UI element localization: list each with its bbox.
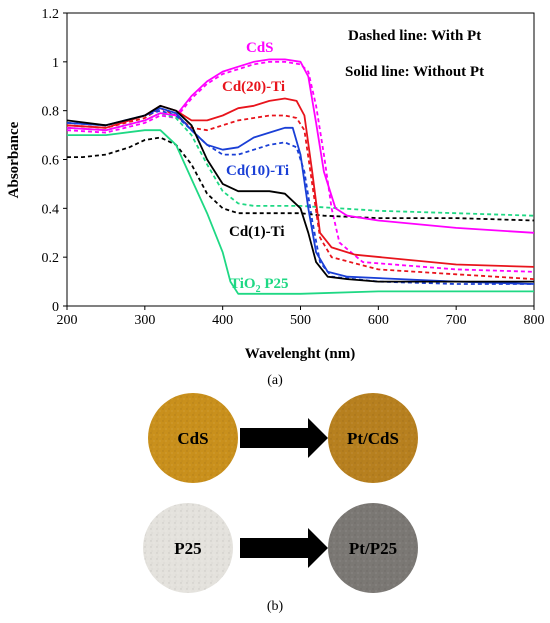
x-tick-label: 600 (368, 313, 389, 328)
x-tick-label: 700 (446, 313, 467, 328)
y-axis-title: Absorbance (6, 121, 22, 198)
sample-label-pt-p25: Pt/P25 (349, 539, 397, 558)
y-tick-label: 1 (52, 56, 59, 71)
label-cd20: Cd(20)-Ti (222, 79, 285, 95)
x-tick-label: 200 (57, 313, 78, 328)
panel-a-label: (a) (267, 373, 283, 388)
x-axis-title: Wavelenght (nm) (245, 346, 355, 362)
series-line-series-dashed (66, 109, 534, 285)
series-line-series-dashed (67, 136, 535, 222)
label-cd10: Cd(10)-Ti (226, 163, 289, 179)
sample-pt-cds: Pt/CdS (328, 393, 418, 483)
sample-texture (143, 503, 233, 593)
sample-texture (148, 393, 238, 483)
axes: 200 300 400 500 600 700 800 0 0.2 0.4 0.6 0.8 1 1.2 (42, 7, 545, 328)
arrow-icon (240, 418, 328, 458)
series-line-series-dashed (66, 60, 535, 273)
x-tick-label: 300 (134, 313, 155, 328)
x-tick-label: 400 (212, 313, 233, 328)
sample-pt-p25: Pt/P25 (328, 503, 418, 593)
y-tick-label: 0.2 (42, 251, 60, 266)
label-tio2: TiO2 P25 (230, 276, 289, 295)
series-line-cds-solid (66, 58, 535, 234)
panel-b-label: (b) (267, 599, 284, 614)
legend-note-solid: Solid line: Without Pt (345, 64, 484, 80)
sample-label-cds: CdS (177, 429, 208, 448)
series-line-series-dashed (66, 107, 535, 280)
label-cd1: Cd(1)-Ti (229, 224, 285, 240)
y-tick-label: 0.8 (42, 105, 60, 120)
sample-label-pt-cds: Pt/CdS (347, 429, 399, 448)
series-line-tio2-p25-solid (67, 129, 534, 295)
series-line-cd-1-ti-solid (66, 104, 534, 283)
y-tick-label: 1.2 (42, 7, 60, 22)
y-tick-label: 0 (52, 300, 59, 315)
sample-label-p25: P25 (174, 539, 201, 558)
arrow-icon (240, 528, 328, 568)
sample-texture (328, 393, 418, 483)
sample-texture (328, 503, 418, 593)
x-tick-label: 500 (290, 313, 311, 328)
sample-p25: P25 (143, 503, 233, 593)
label-cds: CdS (246, 40, 274, 56)
series-layer (66, 58, 535, 295)
legend-note-dashed: Dashed line: With Pt (348, 28, 481, 44)
x-tick-label: 800 (524, 313, 545, 328)
series-line-cd-10-ti-solid (66, 107, 535, 285)
sample-cds: CdS (148, 393, 238, 483)
y-tick-label: 0.6 (42, 154, 60, 169)
series-line-series-dashed (66, 112, 535, 217)
y-tick-label: 0.4 (42, 202, 60, 217)
